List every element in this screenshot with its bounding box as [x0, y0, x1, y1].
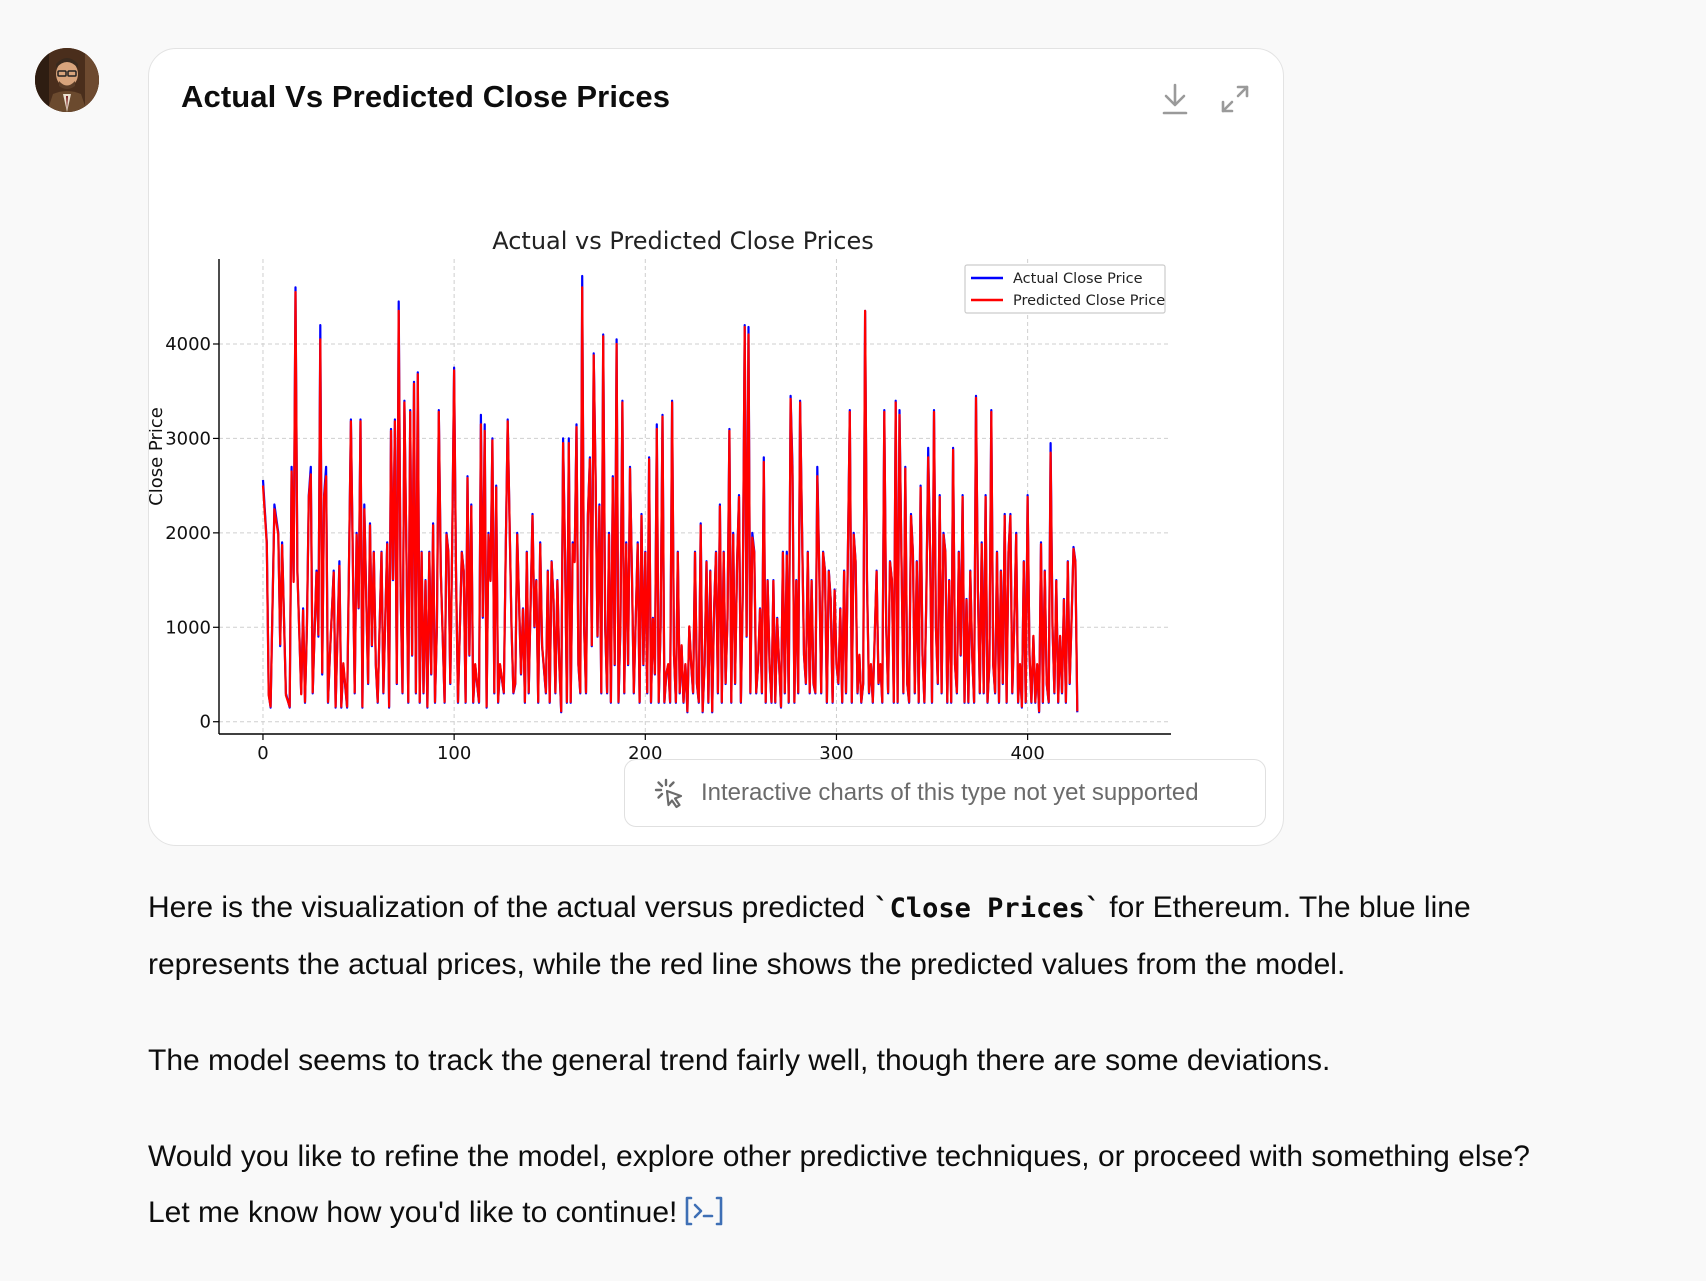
download-button[interactable]: [1153, 77, 1197, 121]
legend-label: Predicted Close Price: [1013, 293, 1165, 309]
legend-label: Actual Close Price: [1013, 271, 1143, 287]
series-line-predicted-close-price: [261, 286, 1079, 713]
expand-icon: [1221, 85, 1249, 113]
message-text: Would you like to refine the model, expl…: [148, 1140, 1530, 1229]
x-tick-label: 100: [437, 743, 471, 764]
y-tick-label: 1000: [165, 617, 211, 638]
unsupported-notice: Interactive charts of this type not yet …: [624, 759, 1266, 827]
download-icon: [1162, 83, 1188, 115]
y-tick-label: 3000: [165, 428, 211, 449]
y-tick-label: 0: [200, 712, 211, 733]
chart-area: 0 100 200 300 400 0 1000 2000 3000 4000 Actual vs…: [149, 179, 1285, 819]
message-paragraph-1: Here is the visualization of the actual …: [148, 880, 1568, 993]
chart-title: Actual vs Predicted Close Prices: [492, 227, 874, 255]
user-avatar[interactable]: [35, 48, 99, 112]
x-tick-label: 300: [819, 743, 853, 764]
message-text: Here is the visualization of the actual …: [148, 891, 874, 924]
chart-axes: [218, 259, 1171, 735]
chart-card: Actual Vs Predicted Close Prices 0 100 200…: [148, 48, 1284, 846]
y-tick-label: 2000: [165, 523, 211, 544]
message-paragraph-2: The model seems to track the general tre…: [148, 1044, 1331, 1077]
x-tick-label: 200: [628, 743, 662, 764]
code-interpreter-icon[interactable]: [683, 1191, 725, 1226]
x-tick-label: 0: [257, 743, 268, 764]
sparkle-cursor-icon: [651, 775, 687, 811]
legend-box: [964, 264, 1166, 314]
inline-code: `Close Prices`: [873, 893, 1101, 924]
avatar-image: [35, 48, 99, 112]
y-axis-label: Close Price: [149, 407, 167, 506]
y-tick-label: 4000: [165, 334, 211, 355]
assistant-message: Here is the visualization of the actual …: [148, 880, 1568, 1281]
chart-series: [261, 274, 1079, 714]
expand-button[interactable]: [1213, 77, 1257, 121]
x-tick-label: 400: [1010, 743, 1044, 764]
notice-text: Interactive charts of this type not yet …: [701, 779, 1199, 806]
chart-legend: Actual Close Price Predicted Close Price: [964, 264, 1166, 314]
message-text: for Ethereum. The blue line represents t…: [148, 891, 1471, 981]
message-paragraph-3: Would you like to refine the model, expl…: [148, 1129, 1568, 1241]
card-title: Actual Vs Predicted Close Prices: [181, 79, 671, 114]
